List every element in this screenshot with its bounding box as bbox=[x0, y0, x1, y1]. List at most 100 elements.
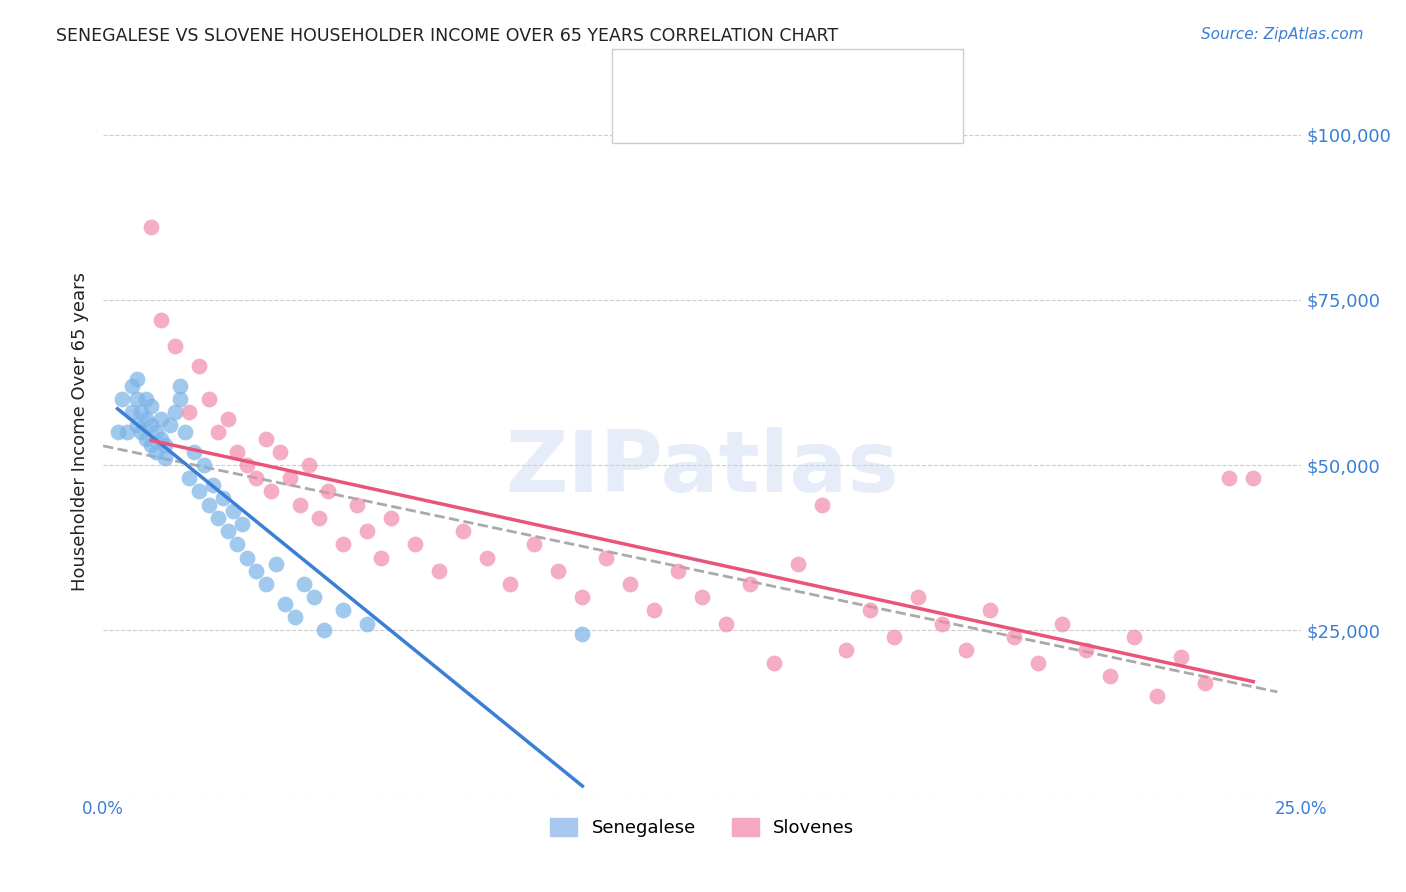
Point bbox=[380, 511, 402, 525]
Point bbox=[274, 597, 297, 611]
Point bbox=[547, 564, 569, 578]
FancyBboxPatch shape bbox=[626, 103, 658, 131]
Point bbox=[1002, 630, 1025, 644]
Point bbox=[979, 603, 1001, 617]
Point bbox=[370, 550, 392, 565]
Point bbox=[346, 498, 368, 512]
Point bbox=[125, 372, 148, 386]
Point bbox=[1194, 676, 1216, 690]
Point bbox=[595, 550, 617, 565]
Point bbox=[690, 590, 713, 604]
Point bbox=[226, 537, 249, 551]
Point bbox=[571, 590, 593, 604]
Point bbox=[356, 524, 378, 538]
Point bbox=[193, 458, 215, 472]
Point bbox=[245, 564, 267, 578]
Point bbox=[883, 630, 905, 644]
Point bbox=[499, 577, 522, 591]
Point bbox=[835, 643, 858, 657]
Text: SENEGALESE VS SLOVENE HOUSEHOLDER INCOME OVER 65 YEARS CORRELATION CHART: SENEGALESE VS SLOVENE HOUSEHOLDER INCOME… bbox=[56, 27, 838, 45]
Point bbox=[955, 643, 977, 657]
Point bbox=[145, 425, 167, 439]
Point bbox=[135, 392, 157, 406]
Point bbox=[135, 432, 157, 446]
Text: 51: 51 bbox=[872, 64, 896, 82]
Point bbox=[1074, 643, 1097, 657]
Point bbox=[169, 392, 191, 406]
Point bbox=[1146, 690, 1168, 704]
Point bbox=[231, 517, 253, 532]
Point bbox=[188, 484, 211, 499]
Point bbox=[1098, 669, 1121, 683]
Point bbox=[149, 312, 172, 326]
Point bbox=[288, 498, 311, 512]
Point bbox=[131, 425, 153, 439]
Point bbox=[332, 603, 354, 617]
Text: R =: R = bbox=[668, 109, 711, 127]
Point bbox=[202, 478, 225, 492]
Point bbox=[643, 603, 665, 617]
Text: Source: ZipAtlas.com: Source: ZipAtlas.com bbox=[1201, 27, 1364, 42]
Point bbox=[159, 418, 181, 433]
Point bbox=[312, 624, 335, 638]
Point bbox=[217, 524, 239, 538]
Point bbox=[125, 418, 148, 433]
Point bbox=[145, 444, 167, 458]
Point bbox=[907, 590, 929, 604]
Point bbox=[135, 411, 157, 425]
Point bbox=[212, 491, 235, 505]
Point bbox=[236, 458, 259, 472]
Point bbox=[139, 438, 162, 452]
Point bbox=[197, 392, 219, 406]
Text: 60: 60 bbox=[872, 109, 896, 127]
Point bbox=[121, 378, 143, 392]
Point bbox=[217, 411, 239, 425]
Point bbox=[811, 498, 834, 512]
Point bbox=[318, 484, 340, 499]
Point bbox=[308, 511, 330, 525]
Point bbox=[111, 392, 134, 406]
Point bbox=[236, 550, 259, 565]
Point bbox=[1241, 471, 1264, 485]
Point bbox=[714, 616, 737, 631]
Point bbox=[179, 405, 201, 419]
Text: R =: R = bbox=[668, 64, 706, 82]
Point bbox=[1170, 649, 1192, 664]
Text: ZIPatlas: ZIPatlas bbox=[505, 426, 898, 510]
Point bbox=[666, 564, 689, 578]
Point bbox=[149, 432, 172, 446]
Point bbox=[269, 444, 291, 458]
Point bbox=[740, 577, 762, 591]
Point bbox=[475, 550, 498, 565]
Point bbox=[183, 444, 205, 458]
Point bbox=[163, 339, 186, 353]
Point bbox=[523, 537, 546, 551]
Point bbox=[169, 378, 191, 392]
Point bbox=[163, 405, 186, 419]
Point bbox=[197, 498, 219, 512]
Point bbox=[404, 537, 426, 551]
Point bbox=[173, 425, 195, 439]
Point bbox=[619, 577, 641, 591]
Point bbox=[284, 610, 307, 624]
Point bbox=[1026, 657, 1049, 671]
Point bbox=[139, 399, 162, 413]
Point bbox=[427, 564, 450, 578]
Point bbox=[149, 411, 172, 425]
Point bbox=[179, 471, 201, 485]
Point bbox=[245, 471, 267, 485]
Legend: Senegalese, Slovenes: Senegalese, Slovenes bbox=[543, 811, 862, 845]
Text: N =: N = bbox=[806, 64, 844, 82]
Point bbox=[1122, 630, 1144, 644]
Point bbox=[121, 405, 143, 419]
Point bbox=[451, 524, 474, 538]
Point bbox=[107, 425, 129, 439]
Y-axis label: Householder Income Over 65 years: Householder Income Over 65 years bbox=[72, 272, 89, 591]
Point bbox=[931, 616, 953, 631]
Point bbox=[131, 405, 153, 419]
Point bbox=[302, 590, 325, 604]
Point bbox=[298, 458, 321, 472]
Point bbox=[155, 451, 177, 466]
Text: N =: N = bbox=[806, 109, 844, 127]
Point bbox=[859, 603, 882, 617]
